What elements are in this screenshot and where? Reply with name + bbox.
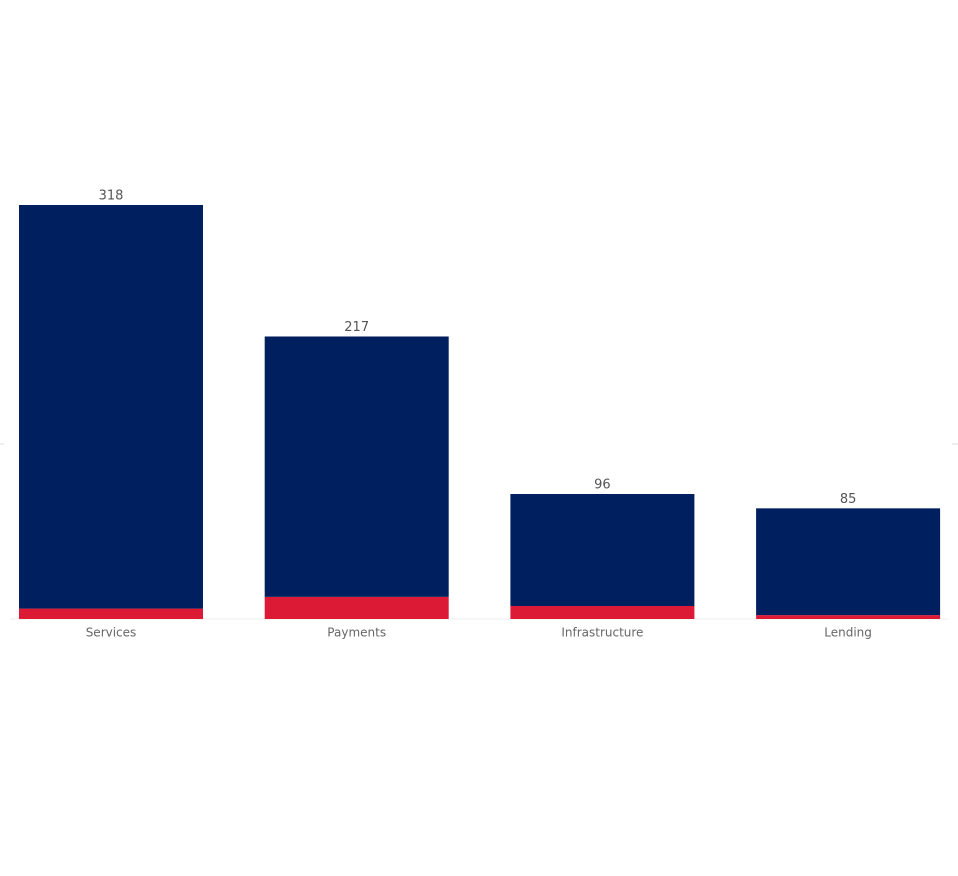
bar-segment <box>264 336 449 597</box>
bar-segment <box>756 508 941 616</box>
bar-segment <box>510 494 695 606</box>
x-tick-label: Lending <box>824 626 872 640</box>
total-label: 96 <box>594 478 611 493</box>
total-label: 318 <box>99 189 124 204</box>
bar-segment <box>19 205 203 609</box>
bar-segment <box>19 608 203 619</box>
bar-segment <box>510 605 695 619</box>
bar-segment <box>756 615 941 619</box>
bar-segment <box>264 596 449 619</box>
total-label: 217 <box>344 320 369 335</box>
x-tick-label: Payments <box>327 626 386 640</box>
x-tick-label: Services <box>86 626 137 640</box>
total-label: 85 <box>840 492 857 507</box>
x-tick-label: Infrastructure <box>561 626 643 640</box>
